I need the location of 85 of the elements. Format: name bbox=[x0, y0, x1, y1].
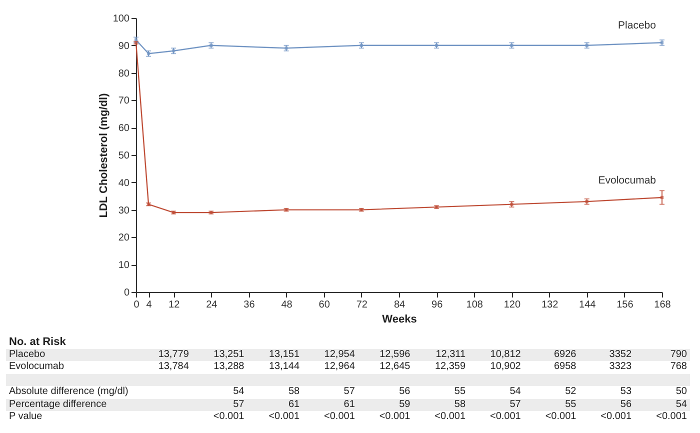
y-tick-label: 60 bbox=[118, 123, 130, 134]
y-tick-label: 30 bbox=[118, 205, 130, 216]
text: 12,359 bbox=[434, 361, 467, 374]
text: 10,812 bbox=[468, 348, 524, 361]
x-tick-label: 60 bbox=[318, 300, 330, 310]
x-tick-label: 156 bbox=[616, 300, 634, 310]
text: 61 bbox=[302, 398, 358, 411]
text: 55 bbox=[524, 398, 580, 411]
text: Placebo bbox=[6, 348, 137, 361]
text: 13,288 bbox=[212, 361, 246, 374]
x-tick-label: 4 bbox=[146, 300, 152, 310]
text: 768 bbox=[669, 361, 688, 374]
text: 12,954 bbox=[302, 348, 358, 361]
text: 13,779 bbox=[137, 348, 192, 361]
y-tick-label: 90 bbox=[118, 40, 130, 52]
x-tick-label: 12 bbox=[168, 300, 180, 310]
text: 55 bbox=[453, 386, 467, 398]
x-tick-label: 168 bbox=[654, 300, 672, 310]
x-tick-label: 108 bbox=[466, 300, 484, 310]
text: <0.001 bbox=[378, 411, 412, 424]
series-label: Placebo bbox=[618, 20, 656, 32]
text: 56 bbox=[398, 386, 412, 398]
y-tick-label: 80 bbox=[118, 68, 130, 80]
x-tick-label: 72 bbox=[356, 300, 368, 310]
text: <0.001 bbox=[544, 411, 578, 424]
y-tick-label: 0 bbox=[124, 288, 130, 298]
text: 52 bbox=[564, 386, 578, 398]
y-tick-label: 10 bbox=[118, 260, 130, 272]
x-tick-label: 132 bbox=[541, 300, 559, 310]
text: No. at Risk bbox=[8, 336, 67, 348]
text: 13,151 bbox=[247, 348, 303, 361]
text: 10,902 bbox=[489, 361, 522, 374]
y-tick-label: 40 bbox=[118, 178, 130, 189]
text: 3352 bbox=[579, 348, 635, 361]
text: <0.001 bbox=[489, 411, 522, 424]
text: 12,311 bbox=[413, 348, 469, 361]
text: <0.001 bbox=[212, 411, 246, 424]
text: 6958 bbox=[552, 361, 578, 374]
text: Percentage difference bbox=[6, 398, 192, 411]
text: 13,251 bbox=[192, 348, 248, 361]
text: 790 bbox=[634, 348, 690, 361]
series-label: Evolocumab bbox=[598, 174, 656, 186]
text: 13,784 bbox=[157, 361, 190, 374]
text: <0.001 bbox=[268, 411, 301, 424]
x-tick-label: 144 bbox=[579, 300, 596, 310]
x-tick-label: 120 bbox=[504, 300, 521, 310]
text: 3323 bbox=[608, 361, 633, 374]
point bbox=[660, 196, 664, 200]
text: 12,964 bbox=[323, 361, 356, 374]
x-tick-label: 24 bbox=[206, 300, 218, 310]
text: 58 bbox=[287, 386, 301, 398]
x-tick-label: 48 bbox=[281, 300, 293, 310]
text: P value bbox=[8, 411, 44, 424]
text: 57 bbox=[342, 386, 356, 398]
text: 54 bbox=[508, 386, 522, 398]
y-tick-label: 50 bbox=[118, 150, 130, 162]
text: 13,144 bbox=[268, 361, 301, 374]
text: <0.001 bbox=[323, 411, 356, 424]
text: 50 bbox=[674, 386, 688, 398]
text: 59 bbox=[358, 398, 414, 411]
text: 53 bbox=[619, 386, 633, 398]
x-axis-title: Weeks bbox=[382, 314, 417, 326]
text: 61 bbox=[247, 398, 303, 411]
text: 57 bbox=[468, 398, 524, 411]
text: 12,645 bbox=[378, 361, 412, 374]
text: <0.001 bbox=[600, 411, 633, 424]
x-tick-label: 0 bbox=[134, 300, 140, 310]
text: <0.001 bbox=[434, 411, 467, 424]
text: 57 bbox=[192, 398, 248, 411]
x-tick-label: 36 bbox=[244, 300, 256, 310]
text: Absolute difference (mg/dl) bbox=[8, 386, 130, 398]
text: Evolocumab bbox=[8, 361, 66, 374]
text: <0.001 bbox=[655, 411, 688, 424]
x-tick-label: 96 bbox=[432, 300, 444, 310]
y-tick-label: 70 bbox=[118, 96, 130, 107]
y-tick-label: 20 bbox=[118, 232, 130, 244]
text: 54 bbox=[232, 386, 246, 398]
text: 12,596 bbox=[358, 348, 414, 361]
text: 56 bbox=[579, 398, 635, 411]
text: 54 bbox=[634, 398, 690, 411]
text: 6926 bbox=[524, 348, 580, 361]
text: 58 bbox=[413, 398, 469, 411]
x-tick-label: 84 bbox=[394, 300, 406, 310]
y-axis-title: LDL Cholesterol (mg/dl) bbox=[98, 92, 110, 218]
y-tick-label: 100 bbox=[112, 14, 130, 24]
